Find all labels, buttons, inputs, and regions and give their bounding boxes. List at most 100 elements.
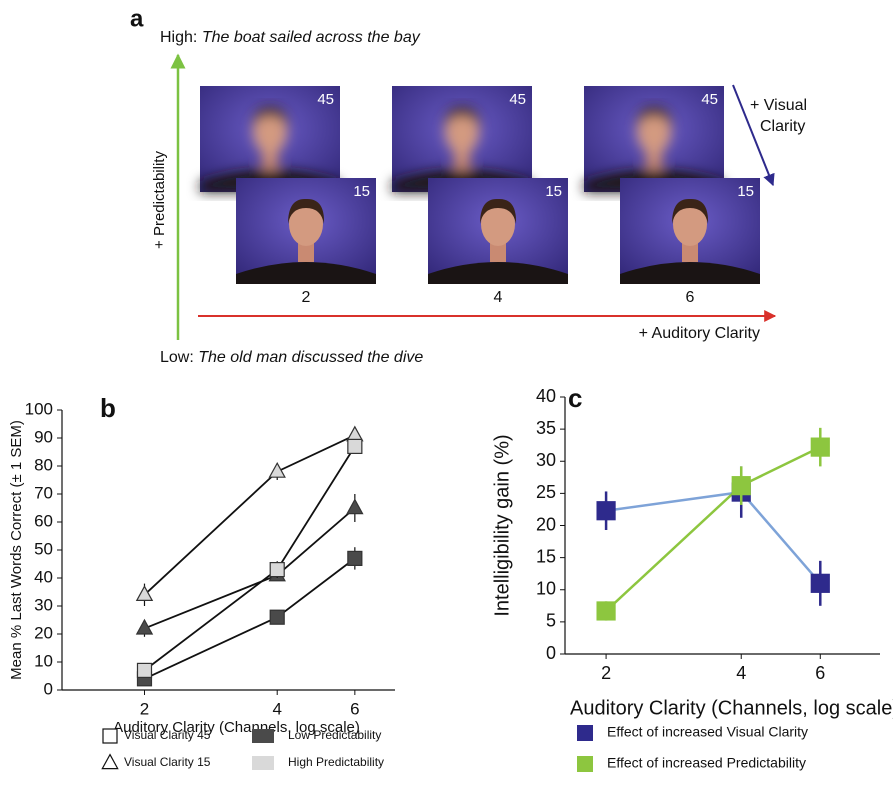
hair — [672, 198, 709, 224]
series-line — [144, 507, 356, 630]
hair — [480, 198, 517, 224]
visual-arrow — [732, 84, 775, 187]
legend-label: Effect of increased Predictability — [607, 755, 806, 771]
y-tick-label: 5 — [546, 611, 556, 631]
y-tick-label: 25 — [536, 482, 556, 502]
high-label: High: The boat sailed across the bay — [160, 29, 421, 46]
series-line — [605, 490, 822, 585]
image-label: 45 — [509, 91, 526, 108]
legend-label: Visual Clarity 15 — [124, 755, 211, 769]
face — [428, 198, 568, 284]
head — [289, 202, 323, 246]
x-axis-label: + Auditory Clarity — [639, 325, 760, 342]
y-tick-label: 20 — [34, 623, 53, 642]
y-tick-label: 35 — [536, 418, 556, 438]
panel-label: b — [100, 393, 116, 423]
channel-label: 4 — [494, 289, 503, 306]
series-line — [144, 557, 356, 680]
y-tick-label: 30 — [536, 450, 556, 470]
neck — [298, 240, 314, 262]
data-point — [810, 573, 830, 593]
data-point — [269, 561, 285, 578]
legend-swatch — [577, 725, 593, 741]
shoulders — [620, 262, 760, 284]
y-tick-label: 70 — [34, 483, 53, 502]
legend-swatch — [577, 756, 593, 772]
head — [445, 110, 479, 154]
data-point — [596, 501, 616, 521]
neck — [646, 148, 662, 170]
channel-label: 2 — [302, 289, 311, 306]
x-tick-label: 2 — [140, 699, 149, 718]
head — [673, 202, 707, 246]
diagonal-label: + Visual — [750, 97, 807, 114]
y-tick-label: 0 — [44, 679, 53, 698]
hair — [252, 106, 289, 132]
y-tick-label: 90 — [34, 427, 53, 446]
y-tick-label: 20 — [536, 514, 556, 534]
legend-label: Effect of increased Visual Clarity — [607, 724, 808, 740]
neck — [490, 240, 506, 262]
high-sentence: The boat sailed across the bay — [202, 29, 421, 46]
shoulders — [428, 262, 568, 284]
data-point — [731, 476, 751, 496]
y-tick-label: 10 — [536, 579, 556, 599]
diagonal-label: Clarity — [760, 118, 805, 135]
data-point — [136, 662, 153, 679]
data-point — [596, 601, 616, 621]
data-point — [347, 438, 363, 454]
data-point — [135, 585, 154, 601]
legend-label: High Predictability — [288, 755, 384, 769]
low-label: Low: The old man discussed the dive — [160, 349, 423, 366]
data-point — [346, 425, 364, 442]
series-line — [143, 445, 356, 672]
y-tick-label: 40 — [536, 386, 556, 406]
neck — [682, 240, 698, 262]
panel-label: c — [568, 383, 582, 413]
panel-label: a — [130, 5, 144, 32]
data-point — [810, 437, 830, 457]
y-axis-label: + Predictability — [151, 151, 168, 249]
low-prefix: Low: — [160, 349, 194, 366]
x-tick-label: 4 — [272, 699, 281, 718]
y-tick-label: 10 — [34, 651, 53, 670]
head — [253, 110, 287, 154]
data-point — [268, 461, 286, 478]
image-label: 45 — [317, 91, 334, 108]
image-label: 15 — [545, 183, 562, 200]
clear-face-image — [428, 178, 568, 284]
legend-label: Visual Clarity 45 — [124, 728, 211, 742]
clear-face-image — [620, 178, 760, 284]
image-label: 15 — [353, 183, 370, 200]
legend-swatch — [252, 756, 274, 770]
y-axis-label: Intelligibility gain (%) — [491, 434, 513, 616]
x-axis-label: Auditory Clarity (Channels, log scale) — [113, 719, 360, 736]
x-tick-label: 6 — [815, 663, 825, 683]
legend-swatch — [102, 728, 118, 744]
data-point — [135, 618, 154, 635]
y-tick-label: 30 — [34, 595, 53, 614]
data-point — [269, 609, 285, 625]
low-sentence: The old man discussed the dive — [198, 349, 423, 366]
head — [637, 110, 671, 154]
x-axis-label: Auditory Clarity (Channels, log scale) — [570, 697, 893, 719]
clear-face-image — [236, 178, 376, 284]
y-axis-label: Mean % Last Words Correct (± 1 SEM) — [8, 420, 25, 680]
y-tick-label: 80 — [34, 455, 53, 474]
y-tick-label: 60 — [34, 511, 53, 530]
image-label: 45 — [701, 91, 718, 108]
data-point — [347, 550, 363, 567]
neck — [454, 148, 470, 170]
face — [620, 198, 760, 284]
channel-label: 6 — [686, 289, 695, 306]
x-tick-label: 2 — [601, 663, 611, 683]
legend-label: Low Predictability — [288, 728, 381, 742]
hair — [288, 198, 325, 224]
image-label: 15 — [737, 183, 754, 200]
shoulders — [236, 262, 376, 284]
head — [481, 202, 515, 246]
y-tick-label: 100 — [25, 399, 53, 418]
data-point — [346, 498, 364, 515]
high-prefix: High: — [160, 29, 197, 46]
